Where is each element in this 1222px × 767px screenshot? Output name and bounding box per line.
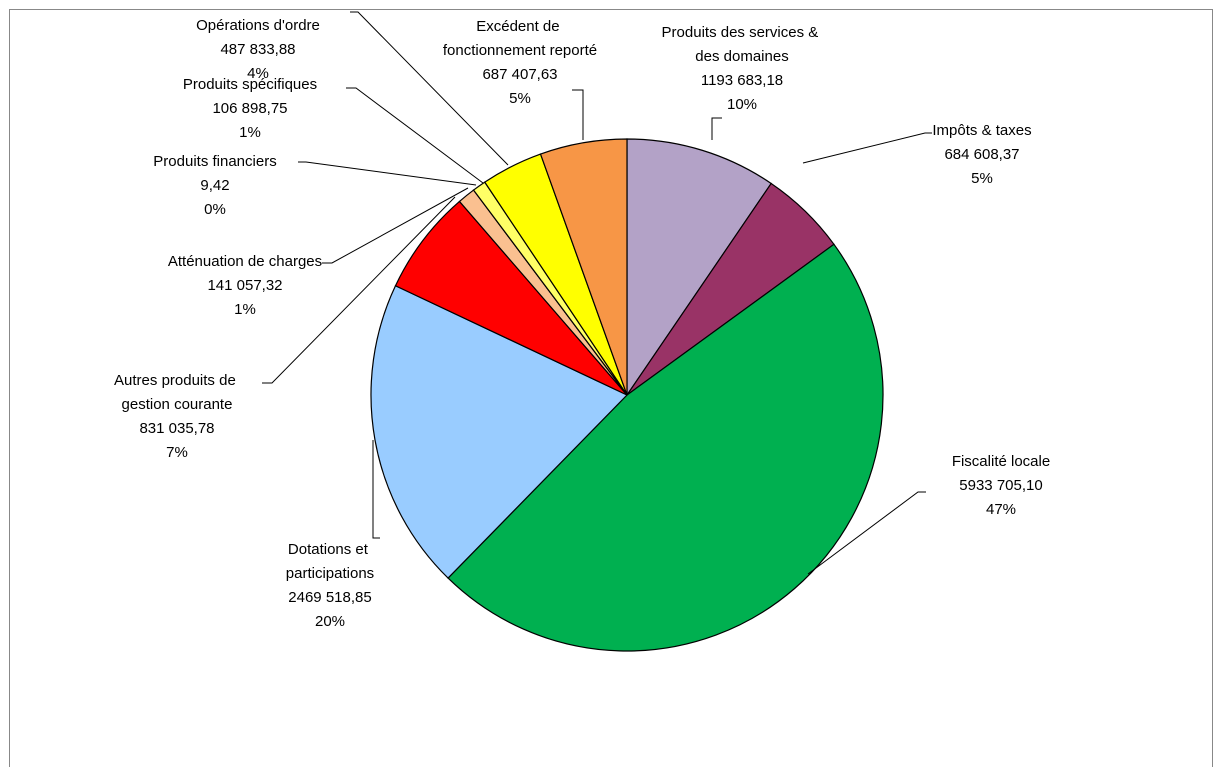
- leader-line: [572, 89, 584, 140]
- value-label: 684 608,37: [944, 146, 1019, 163]
- value-label: 106 898,75: [212, 100, 287, 117]
- leader-line: [262, 196, 456, 384]
- pie-slice: [447, 243, 884, 652]
- value-label: 141 057,32: [207, 277, 282, 294]
- leader-line: [322, 187, 469, 264]
- pie-slice: [370, 284, 629, 579]
- slice-label: Impôts & taxes: [932, 122, 1031, 139]
- pie-slice: [626, 138, 773, 397]
- leader-line: [807, 491, 926, 575]
- percent-label: 4%: [247, 65, 269, 82]
- leader-line: [372, 440, 380, 539]
- pie-slice: [539, 138, 628, 396]
- slice-label: Atténuation de charges: [168, 253, 322, 270]
- leader-line: [298, 161, 477, 186]
- slice-label: Produits spécifiques: [183, 76, 317, 93]
- percent-label: 5%: [509, 90, 531, 107]
- slice-label: Produits financiers: [153, 153, 276, 170]
- slice-label: Opérations d'ordre: [196, 17, 320, 34]
- percent-label: 1%: [239, 124, 261, 141]
- percent-label: 7%: [166, 444, 188, 461]
- slice-label: Dotations et participations: [286, 541, 374, 582]
- leader-line: [346, 87, 484, 184]
- percent-label: 47%: [986, 501, 1016, 518]
- chart-frame: [9, 9, 1213, 767]
- percent-label: 1%: [234, 301, 256, 318]
- leader-line: [802, 132, 932, 164]
- value-label: 2469 518,85: [288, 589, 371, 606]
- slice-label: Fiscalité locale: [952, 453, 1050, 470]
- leader-line: [711, 117, 722, 140]
- value-label: 487 833,88: [220, 41, 295, 58]
- percent-label: 20%: [315, 613, 345, 630]
- percent-label: 0%: [204, 201, 226, 218]
- slice-label: Autres produits de gestion courante: [114, 372, 240, 413]
- value-label: 5933 705,10: [959, 477, 1042, 494]
- slice-label: Excédent de fonctionnement reporté: [443, 18, 597, 59]
- percent-label: 10%: [727, 96, 757, 113]
- value-label: 9,42: [200, 177, 229, 194]
- value-label: 831 035,78: [139, 420, 214, 437]
- leader-line: [350, 11, 509, 166]
- value-label: 1193 683,18: [701, 72, 783, 89]
- percent-label: 5%: [971, 170, 993, 187]
- slice-label: Produits des services & des domaines: [662, 24, 823, 65]
- value-label: 687 407,63: [482, 66, 557, 83]
